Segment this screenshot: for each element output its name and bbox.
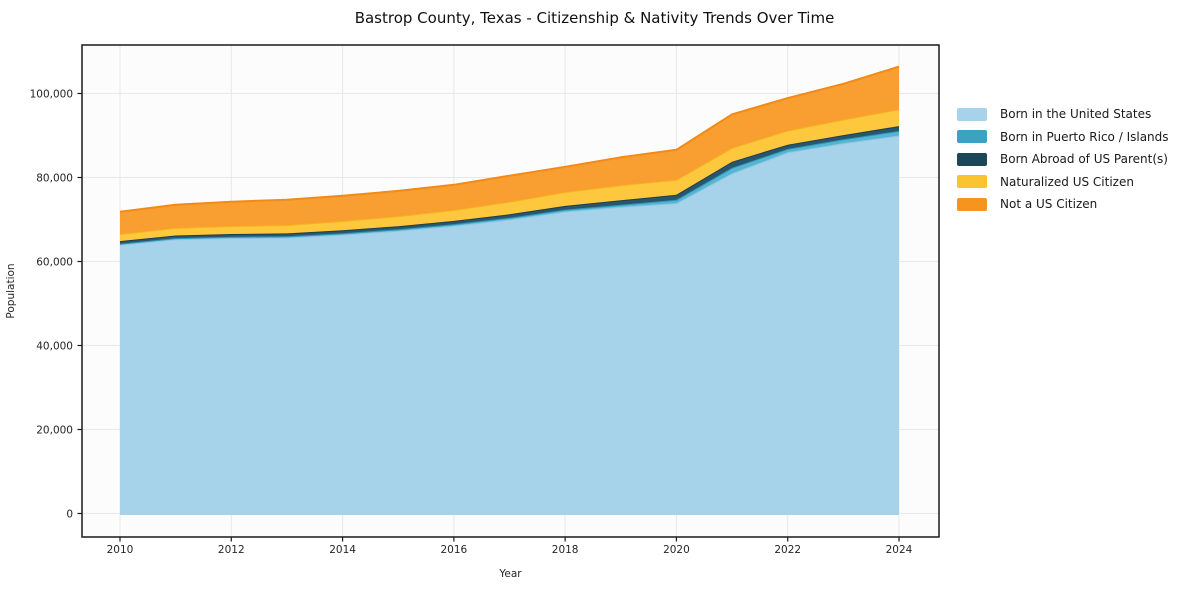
edge-not-a-us-citizen	[119, 65, 900, 213]
y-axis-label: Population	[5, 263, 17, 318]
legend-swatch-born-abroad	[957, 152, 987, 166]
plot-frame	[81, 44, 940, 538]
x-tick-label: 2016	[440, 544, 467, 556]
tick-marks	[77, 92, 900, 542]
x-tick-label: 2014	[329, 544, 356, 556]
y-tick-label: 80,000	[36, 172, 73, 184]
legend-label: Naturalized US Citizen	[1000, 174, 1134, 189]
x-tick-label: 2022	[774, 544, 801, 556]
legend-swatch-naturalized	[957, 175, 987, 189]
y-tick-label: 100,000	[30, 88, 73, 100]
x-tick-label: 2012	[218, 544, 245, 556]
chart-title: Bastrop County, Texas - Citizenship & Na…	[354, 9, 835, 27]
legend: Born in the United States Born in Puerto…	[957, 103, 1169, 216]
legend-label: Born in Puerto Rico / Islands	[1000, 129, 1169, 144]
x-tick-label: 2018	[552, 544, 579, 556]
legend-item: Not a US Citizen	[957, 193, 1169, 216]
legend-item: Born in Puerto Rico / Islands	[957, 126, 1169, 149]
area-born-in-the-united-states	[120, 135, 899, 515]
legend-swatch-not-citizen	[957, 197, 987, 211]
y-tick-label: 60,000	[36, 256, 73, 268]
stacked-areas	[119, 65, 900, 515]
legend-item: Born in the United States	[957, 103, 1169, 126]
x-axis-label: Year	[498, 568, 522, 580]
x-tick-label: 2024	[886, 544, 913, 556]
legend-label: Not a US Citizen	[1000, 197, 1098, 212]
y-tick-label: 40,000	[36, 340, 73, 352]
legend-swatch-puerto-rico	[957, 130, 987, 144]
legend-label: Born in the United States	[1000, 107, 1152, 122]
legend-label: Born Abroad of US Parent(s)	[1000, 152, 1168, 167]
area-not-a-us-citizen	[120, 66, 899, 234]
legend-item: Naturalized US Citizen	[957, 171, 1169, 194]
x-tick-label: 2010	[107, 544, 134, 556]
legend-item: Born Abroad of US Parent(s)	[957, 148, 1169, 171]
x-tick-label: 2020	[663, 544, 690, 556]
legend-swatch-born-in-us	[957, 107, 987, 121]
y-tick-label: 0	[66, 508, 73, 520]
y-tick-label: 20,000	[36, 424, 73, 436]
